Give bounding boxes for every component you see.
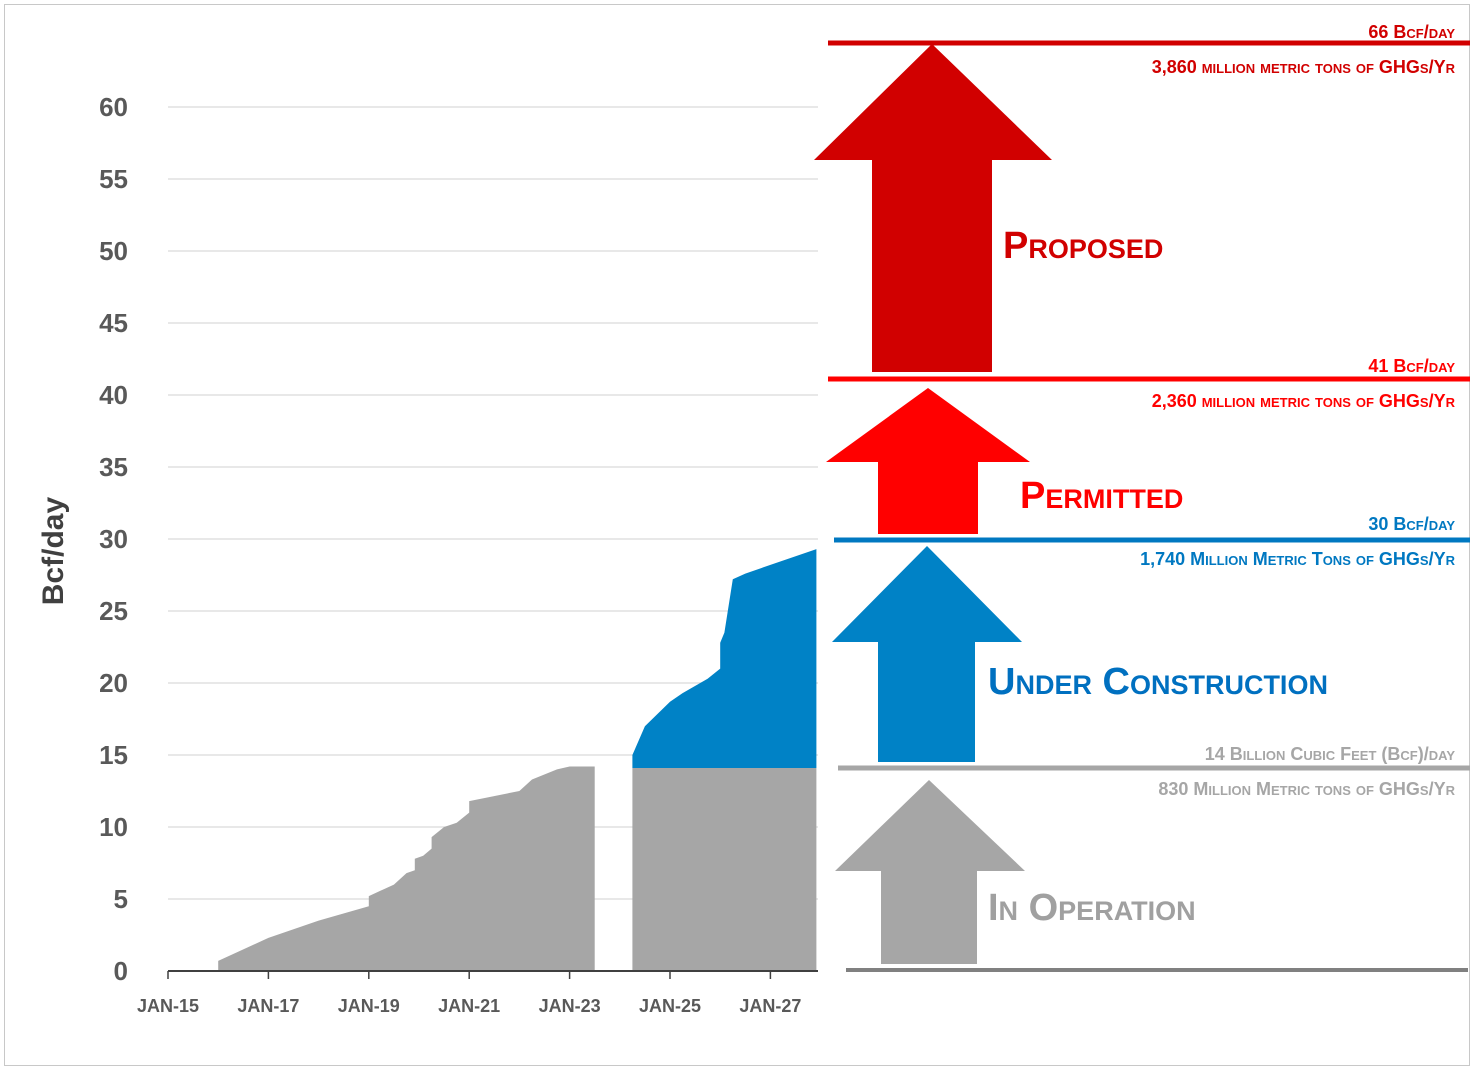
x-tick-label: JAN-23: [539, 996, 601, 1016]
permitted-capacity-text: 41 Bcf/day: [1368, 356, 1455, 376]
x-tick-label: JAN-27: [739, 996, 801, 1016]
proposed-capacity-text: 66 Bcf/day: [1368, 22, 1455, 42]
x-tick-label: JAN-25: [639, 996, 701, 1016]
under-construction-emissions-text: 1,740 Million Metric Tons of GHGs/Yr: [1140, 549, 1456, 569]
permitted-emissions-text: 2,360 million metric tons of GHGs/Yr: [1152, 391, 1456, 411]
x-tick-label: JAN-21: [438, 996, 500, 1016]
axes: 0 5 10 15 20 25 30 35 40 45 50 55 60 Bcf/day JAN-15 JAN…: [37, 92, 818, 1016]
x-tick-label: JAN-19: [338, 996, 400, 1016]
y-axis-label: Bcf/day: [37, 497, 70, 606]
permitted-label: Permitted: [1020, 475, 1183, 517]
in-operation-capacity-text: 14 Billion Cubic Feet (Bcf)/day: [1205, 744, 1456, 764]
proposed-emissions-text: 3,860 million metric tons of GHGs/Yr: [1152, 57, 1456, 77]
y-tick-label: 10: [99, 812, 128, 842]
y-tick-label: 15: [99, 740, 128, 770]
y-tick-label: 60: [99, 92, 128, 122]
y-tick-label: 35: [99, 452, 128, 482]
area-under-construction: [632, 549, 817, 768]
y-tick-label: 0: [114, 956, 128, 986]
under-construction-arrow: [832, 546, 1022, 762]
in-operation-arrow: [835, 780, 1025, 964]
status-arrows: In Operation 14 Billion Cubic Feet (Bcf)/…: [814, 22, 1470, 972]
area-series: [218, 549, 817, 971]
y-tick-label: 50: [99, 236, 128, 266]
y-tick-label: 40: [99, 380, 128, 410]
y-tick-label: 30: [99, 524, 128, 554]
area-in-operation: [218, 766, 595, 971]
y-tick-label: 45: [99, 308, 128, 338]
y-tick-label: 55: [99, 164, 128, 194]
x-tick-label: JAN-17: [237, 996, 299, 1016]
under-construction-capacity-text: 30 Bcf/day: [1368, 514, 1455, 534]
y-tick-label: 25: [99, 596, 128, 626]
area-in-operation: [632, 768, 817, 971]
in-operation-label: In Operation: [988, 887, 1196, 929]
proposed-arrow: [814, 44, 1052, 372]
in-operation-emissions-text: 830 Million Metric tons of GHGs/Yr: [1158, 779, 1455, 799]
proposed-label: Proposed: [1003, 225, 1163, 267]
permitted-arrow: [826, 388, 1030, 534]
y-tick-label: 20: [99, 668, 128, 698]
x-tick-label: JAN-15: [137, 996, 199, 1016]
y-tick-label: 5: [114, 884, 128, 914]
under-construction-label: Under Construction: [988, 661, 1328, 703]
